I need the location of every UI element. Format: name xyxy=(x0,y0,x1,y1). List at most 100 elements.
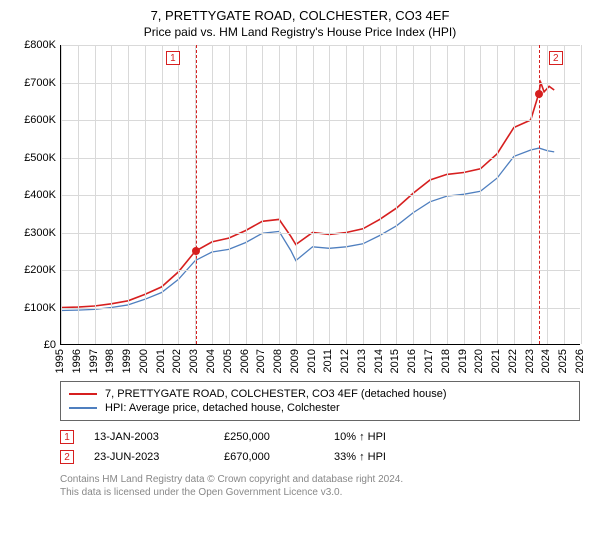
legend-item: HPI: Average price, detached house, Colc… xyxy=(69,402,571,414)
gridline-horizontal xyxy=(61,158,580,159)
gridline-vertical xyxy=(229,45,230,344)
gridline-vertical xyxy=(464,45,465,344)
marker-table-row: 2 23-JUN-2023£670,00033% ↑ HPI xyxy=(60,447,580,467)
y-axis-labels: £0£100K£200K£300K£400K£500K£600K£700K£80… xyxy=(10,45,60,345)
x-tick-label: 2008 xyxy=(272,349,284,373)
gridline-vertical xyxy=(246,45,247,344)
marker-dot xyxy=(535,90,543,98)
gridline-vertical xyxy=(514,45,515,344)
x-tick-label: 2014 xyxy=(373,349,385,373)
x-tick-label: 1996 xyxy=(71,349,83,373)
x-tick-label: 2020 xyxy=(473,349,485,373)
marker-table-diff: 33% ↑ HPI xyxy=(334,451,444,463)
marker-table-row: 113-JAN-2003£250,00010% ↑ HPI xyxy=(60,427,580,447)
marker-line xyxy=(196,45,197,344)
legend-label: 7, PRETTYGATE ROAD, COLCHESTER, CO3 4EF … xyxy=(105,388,447,400)
marker-table-id: 1 xyxy=(60,430,74,444)
gridline-vertical xyxy=(262,45,263,344)
x-tick-label: 2003 xyxy=(188,349,200,373)
gridline-horizontal xyxy=(61,83,580,84)
gridline-vertical xyxy=(447,45,448,344)
x-axis-labels: 1995199619971998199920002001200220032004… xyxy=(60,347,580,375)
marker-number-box: 2 xyxy=(549,51,563,65)
y-tick-label: £200K xyxy=(24,264,56,276)
marker-table-price: £670,000 xyxy=(224,451,334,463)
gridline-vertical xyxy=(380,45,381,344)
gridline-horizontal xyxy=(61,308,580,309)
y-tick-label: £300K xyxy=(24,227,56,239)
marker-table-date: 13-JAN-2003 xyxy=(94,431,224,443)
x-tick-label: 2019 xyxy=(457,349,469,373)
chart-area: £0£100K£200K£300K£400K£500K£600K£700K£80… xyxy=(10,45,590,375)
chart-container: 7, PRETTYGATE ROAD, COLCHESTER, CO3 4EF … xyxy=(0,0,600,505)
x-tick-label: 1995 xyxy=(54,349,66,373)
marker-table-id: 2 xyxy=(60,450,74,464)
gridline-vertical xyxy=(564,45,565,344)
x-tick-label: 2016 xyxy=(406,349,418,373)
y-tick-label: £700K xyxy=(24,77,56,89)
x-tick-label: 2023 xyxy=(524,349,536,373)
gridline-vertical xyxy=(162,45,163,344)
y-tick-label: £400K xyxy=(24,189,56,201)
gridline-vertical xyxy=(212,45,213,344)
gridline-horizontal xyxy=(61,195,580,196)
x-tick-label: 2004 xyxy=(205,349,217,373)
x-tick-label: 2002 xyxy=(171,349,183,373)
markers-table: 113-JAN-2003£250,00010% ↑ HPI223-JUN-202… xyxy=(60,427,580,467)
gridline-vertical xyxy=(145,45,146,344)
marker-table-date: 23-JUN-2023 xyxy=(94,451,224,463)
marker-number-box: 1 xyxy=(166,51,180,65)
gridline-horizontal xyxy=(61,45,580,46)
gridline-vertical xyxy=(413,45,414,344)
x-tick-label: 2015 xyxy=(389,349,401,373)
x-tick-label: 2017 xyxy=(423,349,435,373)
x-tick-label: 2012 xyxy=(339,349,351,373)
marker-dot xyxy=(192,247,200,255)
x-tick-label: 2000 xyxy=(138,349,150,373)
x-tick-label: 2009 xyxy=(289,349,301,373)
marker-table-diff: 10% ↑ HPI xyxy=(334,431,444,443)
legend-swatch xyxy=(69,393,97,395)
gridline-vertical xyxy=(497,45,498,344)
x-tick-label: 2010 xyxy=(306,349,318,373)
gridline-vertical xyxy=(78,45,79,344)
gridline-vertical xyxy=(346,45,347,344)
gridline-vertical xyxy=(296,45,297,344)
gridline-vertical xyxy=(128,45,129,344)
y-tick-label: £800K xyxy=(24,39,56,51)
x-tick-label: 2007 xyxy=(255,349,267,373)
legend-item: 7, PRETTYGATE ROAD, COLCHESTER, CO3 4EF … xyxy=(69,388,571,400)
chart-footer: Contains HM Land Registry data © Crown c… xyxy=(60,473,580,499)
gridline-vertical xyxy=(396,45,397,344)
gridline-vertical xyxy=(480,45,481,344)
gridline-vertical xyxy=(313,45,314,344)
x-tick-label: 2026 xyxy=(574,349,586,373)
gridline-vertical xyxy=(61,45,62,344)
x-tick-label: 2022 xyxy=(507,349,519,373)
chart-subtitle: Price paid vs. HM Land Registry's House … xyxy=(10,25,590,39)
gridline-vertical xyxy=(531,45,532,344)
gridline-vertical xyxy=(329,45,330,344)
x-tick-label: 2011 xyxy=(322,349,334,373)
x-tick-label: 2024 xyxy=(540,349,552,373)
y-tick-label: £600K xyxy=(24,114,56,126)
gridline-vertical xyxy=(178,45,179,344)
x-tick-label: 2005 xyxy=(222,349,234,373)
x-tick-label: 2018 xyxy=(440,349,452,373)
x-tick-label: 2013 xyxy=(356,349,368,373)
legend-swatch xyxy=(69,407,97,409)
x-tick-label: 2006 xyxy=(239,349,251,373)
x-tick-label: 2001 xyxy=(155,349,167,373)
gridline-vertical xyxy=(430,45,431,344)
x-tick-label: 1998 xyxy=(104,349,116,373)
plot-area: 12 xyxy=(60,45,580,345)
x-tick-label: 2025 xyxy=(557,349,569,373)
y-tick-label: £100K xyxy=(24,302,56,314)
chart-legend: 7, PRETTYGATE ROAD, COLCHESTER, CO3 4EF … xyxy=(60,381,580,421)
x-tick-label: 1997 xyxy=(88,349,100,373)
footer-line-2: This data is licensed under the Open Gov… xyxy=(60,486,580,499)
gridline-vertical xyxy=(95,45,96,344)
y-tick-label: £500K xyxy=(24,152,56,164)
x-tick-label: 1999 xyxy=(121,349,133,373)
gridline-vertical xyxy=(581,45,582,344)
